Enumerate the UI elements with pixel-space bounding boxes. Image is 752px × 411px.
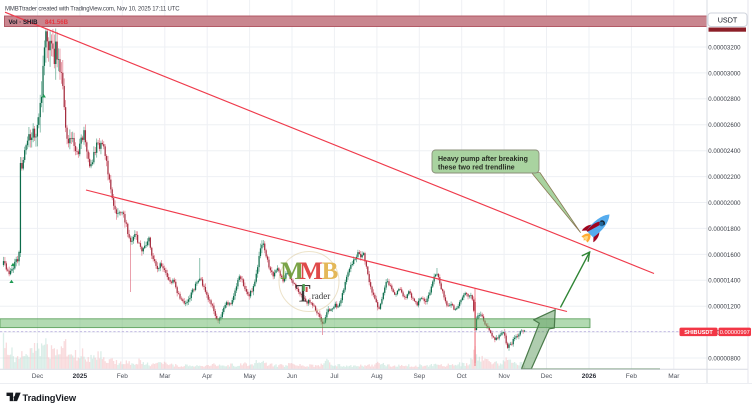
svg-text:0.00001600: 0.00001600 [708, 252, 741, 259]
svg-text:0.00003200: 0.00003200 [708, 44, 741, 51]
svg-text:Dec: Dec [541, 373, 553, 380]
svg-text:0.00000997: 0.00000997 [720, 330, 750, 336]
svg-text:Nov: Nov [498, 373, 510, 380]
svg-text:0.00002200: 0.00002200 [708, 174, 741, 181]
svg-text:Mar: Mar [668, 373, 680, 380]
svg-text:2026: 2026 [582, 373, 597, 380]
svg-text:SHIBUSDT: SHIBUSDT [684, 330, 713, 336]
svg-text:841.56B: 841.56B [45, 19, 69, 26]
svg-text:Feb: Feb [626, 373, 638, 380]
svg-text:Heavy pump after breaking: Heavy pump after breaking [438, 156, 528, 163]
svg-text:Feb: Feb [117, 373, 129, 380]
svg-text:Jun: Jun [287, 373, 298, 380]
svg-text:0.00003000: 0.00003000 [708, 70, 741, 77]
svg-text:0.00002800: 0.00002800 [708, 96, 741, 103]
svg-text:May: May [243, 373, 256, 380]
svg-text:0.00002400: 0.00002400 [708, 148, 741, 155]
svg-text:Sep: Sep [414, 373, 426, 380]
svg-text:Dec: Dec [32, 373, 44, 380]
svg-text:Aug: Aug [371, 373, 383, 380]
svg-text:USDT: USDT [718, 16, 738, 25]
svg-text:these two red trendline: these two red trendline [438, 164, 515, 171]
svg-text:M: M [299, 258, 323, 285]
svg-text:B: B [322, 258, 339, 285]
svg-text:0.00002000: 0.00002000 [708, 200, 741, 207]
svg-text:0.00001200: 0.00001200 [708, 304, 741, 311]
svg-text:0.00001400: 0.00001400 [708, 278, 741, 285]
svg-text:M: M [280, 258, 304, 285]
svg-text:Oct: Oct [457, 373, 467, 380]
svg-text:0.00000800: 0.00000800 [708, 355, 741, 362]
svg-text:0.00001800: 0.00001800 [708, 226, 741, 233]
svg-text:Apr: Apr [202, 373, 213, 380]
svg-text:Vol · SHIB: Vol · SHIB [9, 19, 39, 26]
svg-text:rader: rader [312, 291, 330, 301]
svg-text:Jul: Jul [330, 373, 339, 380]
svg-text:0.00002600: 0.00002600 [708, 122, 741, 129]
svg-text:TradingView: TradingView [23, 393, 77, 403]
svg-text:2025: 2025 [73, 373, 88, 380]
svg-text:MMBTtrader created with Tradin: MMBTtrader created with TradingView.com,… [5, 6, 180, 12]
svg-text:Mar: Mar [159, 373, 171, 380]
